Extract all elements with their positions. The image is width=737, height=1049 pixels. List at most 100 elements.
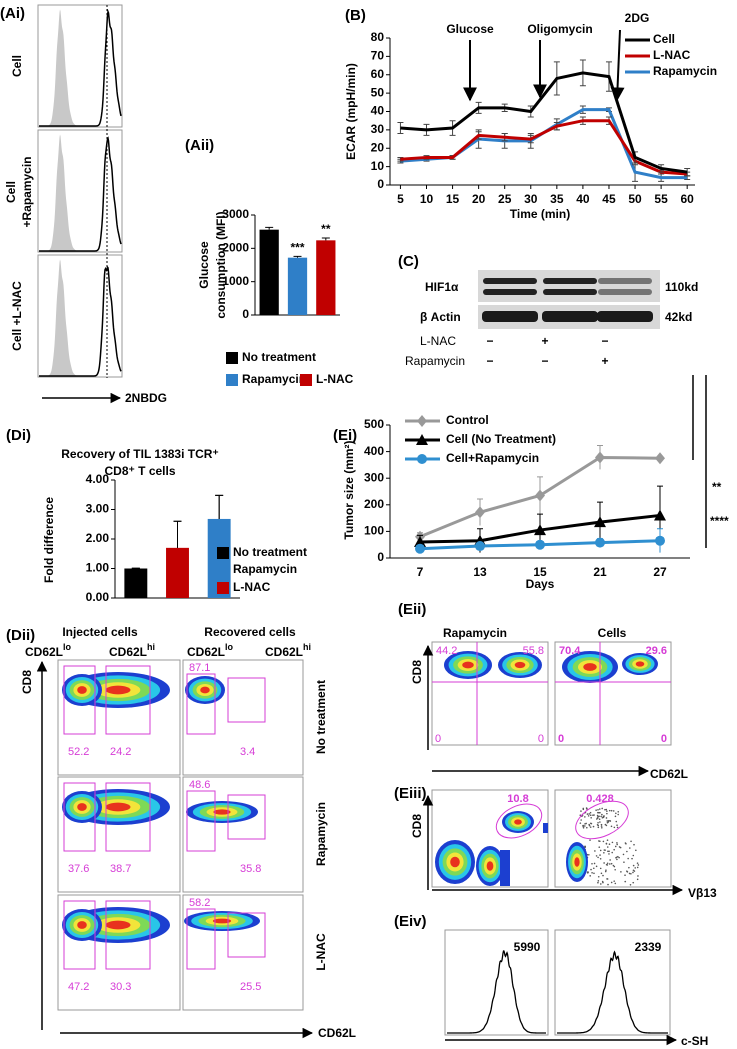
data-point <box>417 454 427 464</box>
cell-population <box>77 803 87 811</box>
data-point <box>595 537 605 548</box>
y-tick-label: 300 <box>364 470 384 484</box>
x-tick-label: 30 <box>524 192 538 206</box>
event-dot <box>630 840 632 843</box>
event-dot <box>605 817 608 819</box>
event-dot <box>588 813 591 815</box>
cell-population <box>77 686 87 694</box>
gate-value: 48.6 <box>189 779 210 791</box>
event-dot <box>613 826 616 829</box>
gate-value: 47.2 <box>68 981 89 993</box>
event-dot <box>595 865 598 868</box>
legend-label: L-NAC <box>233 580 271 594</box>
event-dot <box>633 843 635 846</box>
row-label: Cell <box>4 181 18 203</box>
histogram-control <box>39 259 121 376</box>
event-dot <box>586 813 589 815</box>
gate-header-sup: hi <box>303 642 311 652</box>
event-dot <box>592 814 594 816</box>
event-dot <box>613 848 615 851</box>
plot-frame <box>57 776 181 893</box>
gate <box>105 900 151 970</box>
error-bar <box>321 237 330 241</box>
event-dot <box>589 814 592 816</box>
gate-value: 37.6 <box>68 863 89 875</box>
y-axis-label: Fold difference <box>42 497 56 583</box>
x-tick-label: 15 <box>446 192 460 206</box>
plot-frame <box>444 929 549 1036</box>
event-dot <box>617 810 620 813</box>
event-dot <box>617 813 620 816</box>
x-tick-label: 60 <box>680 192 694 206</box>
annotation: Glucose <box>446 22 494 36</box>
event-dot <box>597 856 599 859</box>
event-dot <box>589 875 592 877</box>
quadrant-value: 0 <box>661 733 667 745</box>
data-point <box>595 451 605 464</box>
gate-header-text: CD62L <box>265 645 303 659</box>
gate-value: 30.3 <box>110 981 131 993</box>
cell-population <box>543 823 548 833</box>
histogram-control <box>39 134 121 251</box>
band <box>543 278 597 284</box>
quadrant-value: 70.4 <box>559 645 581 657</box>
event-dot <box>599 857 602 860</box>
event-dot <box>595 855 598 857</box>
event-dot <box>602 840 605 843</box>
gate <box>63 900 96 970</box>
panel-label: (B) <box>345 7 366 24</box>
histogram-sample <box>39 136 122 252</box>
x-tick-label: 10 <box>420 192 434 206</box>
y-tick-label: 60 <box>371 67 385 81</box>
plot-frame <box>182 659 304 776</box>
event-dot <box>606 862 609 865</box>
series-line <box>400 108 688 180</box>
blot-label: β Actin <box>420 310 461 324</box>
legend-label: No treatment <box>242 350 316 364</box>
event-dot <box>632 864 635 867</box>
event-dot <box>590 822 592 825</box>
event-dot <box>627 857 629 860</box>
data-point <box>594 516 606 528</box>
event-dot <box>599 867 602 870</box>
y-tick-label: 2.00 <box>86 531 110 545</box>
event-dot <box>601 826 603 829</box>
event-dot <box>610 881 613 884</box>
y-tick-label: 10 <box>371 159 385 173</box>
x-tick-label: 25 <box>498 192 512 206</box>
data-point <box>415 543 425 554</box>
x-tick-label: 20 <box>472 192 486 206</box>
treatment-sign: + <box>541 334 548 348</box>
event-dot <box>613 865 616 868</box>
legend-swatch <box>226 374 238 386</box>
quadrant-value: 0 <box>538 733 544 745</box>
cell-population <box>105 802 131 812</box>
gate <box>105 782 151 852</box>
y-axis-label: Glucose <box>197 241 211 289</box>
event-dot <box>592 825 595 828</box>
event-dot <box>601 880 604 883</box>
event-dot <box>620 871 622 873</box>
event-dot <box>605 843 608 845</box>
x-tick-label: 21 <box>593 565 607 579</box>
event-dot <box>598 811 600 814</box>
event-dot <box>588 854 590 856</box>
y-axis-label: Tumor size (mm²) <box>342 440 356 539</box>
significance: **** <box>710 514 729 528</box>
y-tick-label: 4.00 <box>86 472 110 486</box>
legend-label: Rapamycin <box>242 372 306 386</box>
gate <box>227 677 266 723</box>
event-dot <box>612 810 615 812</box>
data-point <box>475 541 485 552</box>
event-dot <box>629 847 631 849</box>
x-tick-label: 35 <box>550 192 564 206</box>
histogram <box>447 950 546 1034</box>
event-dot <box>599 811 601 814</box>
quadrant-value: 0 <box>435 733 441 745</box>
event-dot <box>608 809 611 812</box>
gate-header: CD62Lhi <box>265 642 311 659</box>
y-tick-label: 200 <box>364 497 384 511</box>
event-dot <box>597 809 599 811</box>
quadrant-value: 0 <box>558 733 564 745</box>
histogram-control <box>39 9 121 127</box>
